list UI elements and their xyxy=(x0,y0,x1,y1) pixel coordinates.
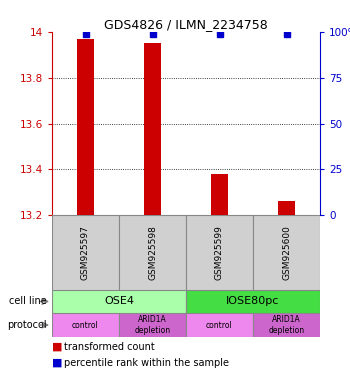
Bar xyxy=(186,290,320,313)
Text: IOSE80pc: IOSE80pc xyxy=(226,296,280,306)
Bar xyxy=(278,201,295,215)
Text: GSM925600: GSM925600 xyxy=(282,225,291,280)
Text: protocol: protocol xyxy=(7,320,47,330)
Bar xyxy=(119,215,186,290)
Bar xyxy=(52,290,186,313)
Text: ARID1A
depletion: ARID1A depletion xyxy=(268,315,304,335)
Text: GSM925598: GSM925598 xyxy=(148,225,157,280)
Text: GSM925599: GSM925599 xyxy=(215,225,224,280)
Title: GDS4826 / ILMN_2234758: GDS4826 / ILMN_2234758 xyxy=(104,18,268,31)
Bar xyxy=(52,313,119,337)
Text: control: control xyxy=(206,321,233,329)
Text: ■: ■ xyxy=(52,342,66,352)
Bar xyxy=(144,43,161,215)
Bar xyxy=(186,215,253,290)
Text: ARID1A
depletion: ARID1A depletion xyxy=(134,315,170,335)
Text: GSM925597: GSM925597 xyxy=(81,225,90,280)
Text: ■: ■ xyxy=(52,358,66,368)
Text: transformed count: transformed count xyxy=(64,342,155,352)
Bar xyxy=(119,313,186,337)
Bar xyxy=(77,39,94,215)
Text: cell line: cell line xyxy=(9,296,47,306)
Text: percentile rank within the sample: percentile rank within the sample xyxy=(64,358,229,368)
Bar xyxy=(52,215,119,290)
Bar xyxy=(253,215,320,290)
Bar xyxy=(253,313,320,337)
Text: control: control xyxy=(72,321,99,329)
Bar xyxy=(211,174,228,215)
Text: OSE4: OSE4 xyxy=(104,296,134,306)
Bar xyxy=(186,313,253,337)
